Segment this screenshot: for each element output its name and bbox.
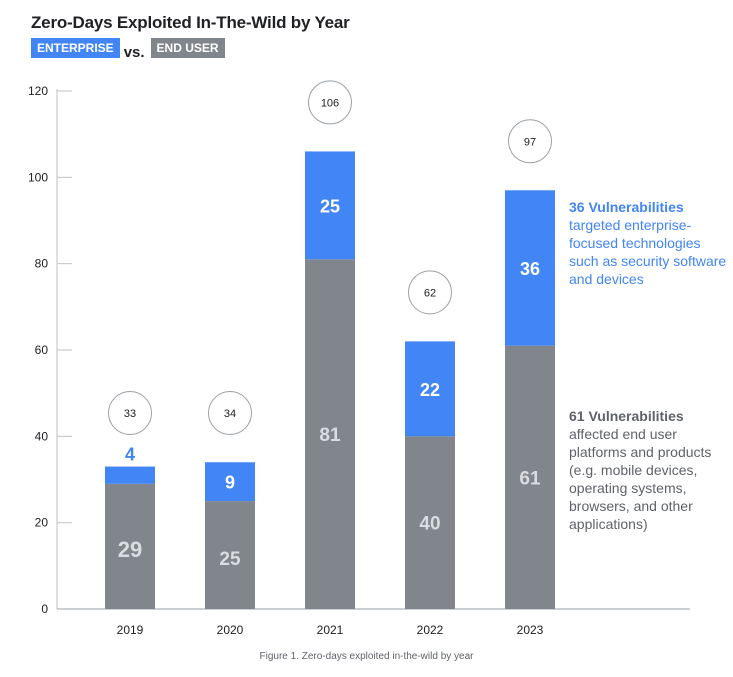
annotation-enterprise: 36 Vulnerabilities targeted enterprise-f… [569,198,733,288]
total-label: 97 [524,136,536,148]
annotation-enterprise-text: targeted enterprise-focused technologies… [569,217,727,287]
legend-end-user: END USER [150,38,225,58]
y-tick-label: 80 [35,257,49,271]
bar-label-enterprise: 4 [125,445,135,465]
bar-label-enterprise: 9 [225,473,235,493]
bar-end-user [205,501,255,609]
y-tick-label: 0 [41,602,48,616]
bar-enterprise [205,462,255,502]
y-tick-label: 120 [28,84,48,98]
bar-label-enterprise: 36 [520,259,540,279]
bar-label-end-user: 40 [419,514,440,535]
total-label: 33 [124,408,136,420]
total-circle [208,391,252,435]
bar-enterprise [105,466,155,484]
total-label: 34 [224,408,236,420]
bar-enterprise [505,190,555,346]
chart-title: Zero-Days Exploited In-The-Wild by Year [31,13,350,32]
figure-caption: Figure 1. Zero-days exploited in-the-wil… [259,651,474,662]
bar-end-user [305,259,355,609]
annotation-end-user-text: affected end user platforms and products… [569,426,712,532]
total-label: 62 [424,287,436,299]
x-tick-label: 2019 [117,623,144,637]
total-label: 106 [321,97,339,109]
bar-label-enterprise: 22 [420,380,440,400]
total-circle [308,80,352,125]
total-circle [508,119,552,164]
bar-label-end-user: 61 [519,468,541,489]
bar-enterprise [305,151,355,260]
total-circle [408,270,452,315]
annotation-enterprise-heading: 36 Vulnerabilities [569,199,684,215]
bar-label-end-user: 25 [219,549,241,570]
bar-label-end-user: 29 [118,537,142,562]
total-circle [108,391,152,435]
y-tick-label: 20 [35,516,49,530]
bar-label-enterprise: 25 [320,196,340,216]
x-tick-label: 2020 [217,623,244,637]
legend-separator: vs. [123,44,145,61]
y-tick-label: 100 [28,170,48,184]
x-tick-label: 2021 [317,623,344,637]
x-tick-label: 2022 [417,623,444,637]
bar-end-user [105,483,155,609]
legend: ENTERPRISE vs. END USER [31,38,225,61]
bar-enterprise [405,341,455,437]
legend-enterprise: ENTERPRISE [31,38,120,58]
x-tick-label: 2023 [517,623,544,637]
y-tick-label: 60 [35,343,49,357]
bar-label-end-user: 81 [319,425,341,446]
annotation-end-user: 61 Vulnerabilities affected end user pla… [569,407,733,533]
bar-end-user [505,345,555,609]
bar-end-user [405,436,455,609]
y-tick-label: 40 [35,429,49,443]
annotation-end-user-heading: 61 Vulnerabilities [569,408,684,424]
